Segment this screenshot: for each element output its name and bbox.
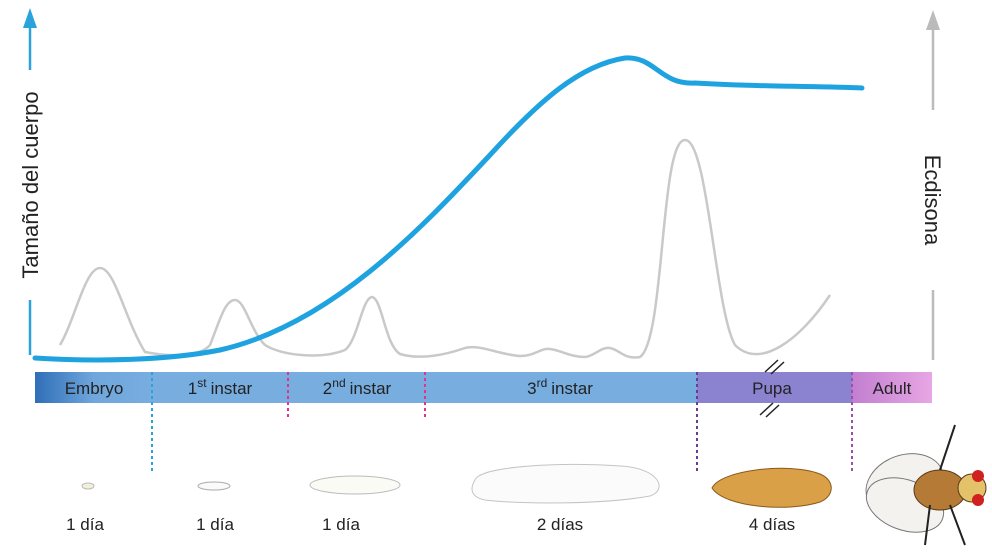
axis-arrow <box>926 10 940 30</box>
larva-icon <box>198 482 230 490</box>
embryo-icon <box>82 483 94 489</box>
duration-label: 1 día <box>66 515 104 534</box>
stage-label: instar <box>350 379 392 398</box>
stage-label: Pupa <box>752 379 792 398</box>
axis-arrow <box>23 8 37 28</box>
stage-label: Embryo <box>65 379 124 398</box>
stage-sup: st <box>197 376 207 390</box>
stage-label: Adult <box>873 379 912 398</box>
stage-label: instar <box>211 379 253 398</box>
fly-icon <box>857 425 986 545</box>
stage-label: instar <box>551 379 593 398</box>
duration-label: 4 días <box>749 515 795 534</box>
stage-sup: nd <box>332 376 345 390</box>
duration-label: 2 días <box>537 515 583 534</box>
ecdysone-curve <box>60 140 830 358</box>
larva-icon <box>472 465 659 503</box>
pupa-icon <box>712 468 831 507</box>
duration-label: 1 día <box>322 515 360 534</box>
stage-sup: rd <box>537 376 548 390</box>
left-axis-label: Tamaño del cuerpo <box>18 91 43 278</box>
stage-number: 1 <box>188 379 197 398</box>
duration-label: 1 día <box>196 515 234 534</box>
larva-icon <box>310 476 400 494</box>
right-axis-label: Ecdisona <box>920 155 945 246</box>
diagram: Tamaño del cuerpo Ecdisona Embryo 1stins… <box>0 0 992 552</box>
stage-number: 3 <box>527 379 536 398</box>
stage-number: 2 <box>323 379 332 398</box>
body-size-curve <box>35 58 862 360</box>
